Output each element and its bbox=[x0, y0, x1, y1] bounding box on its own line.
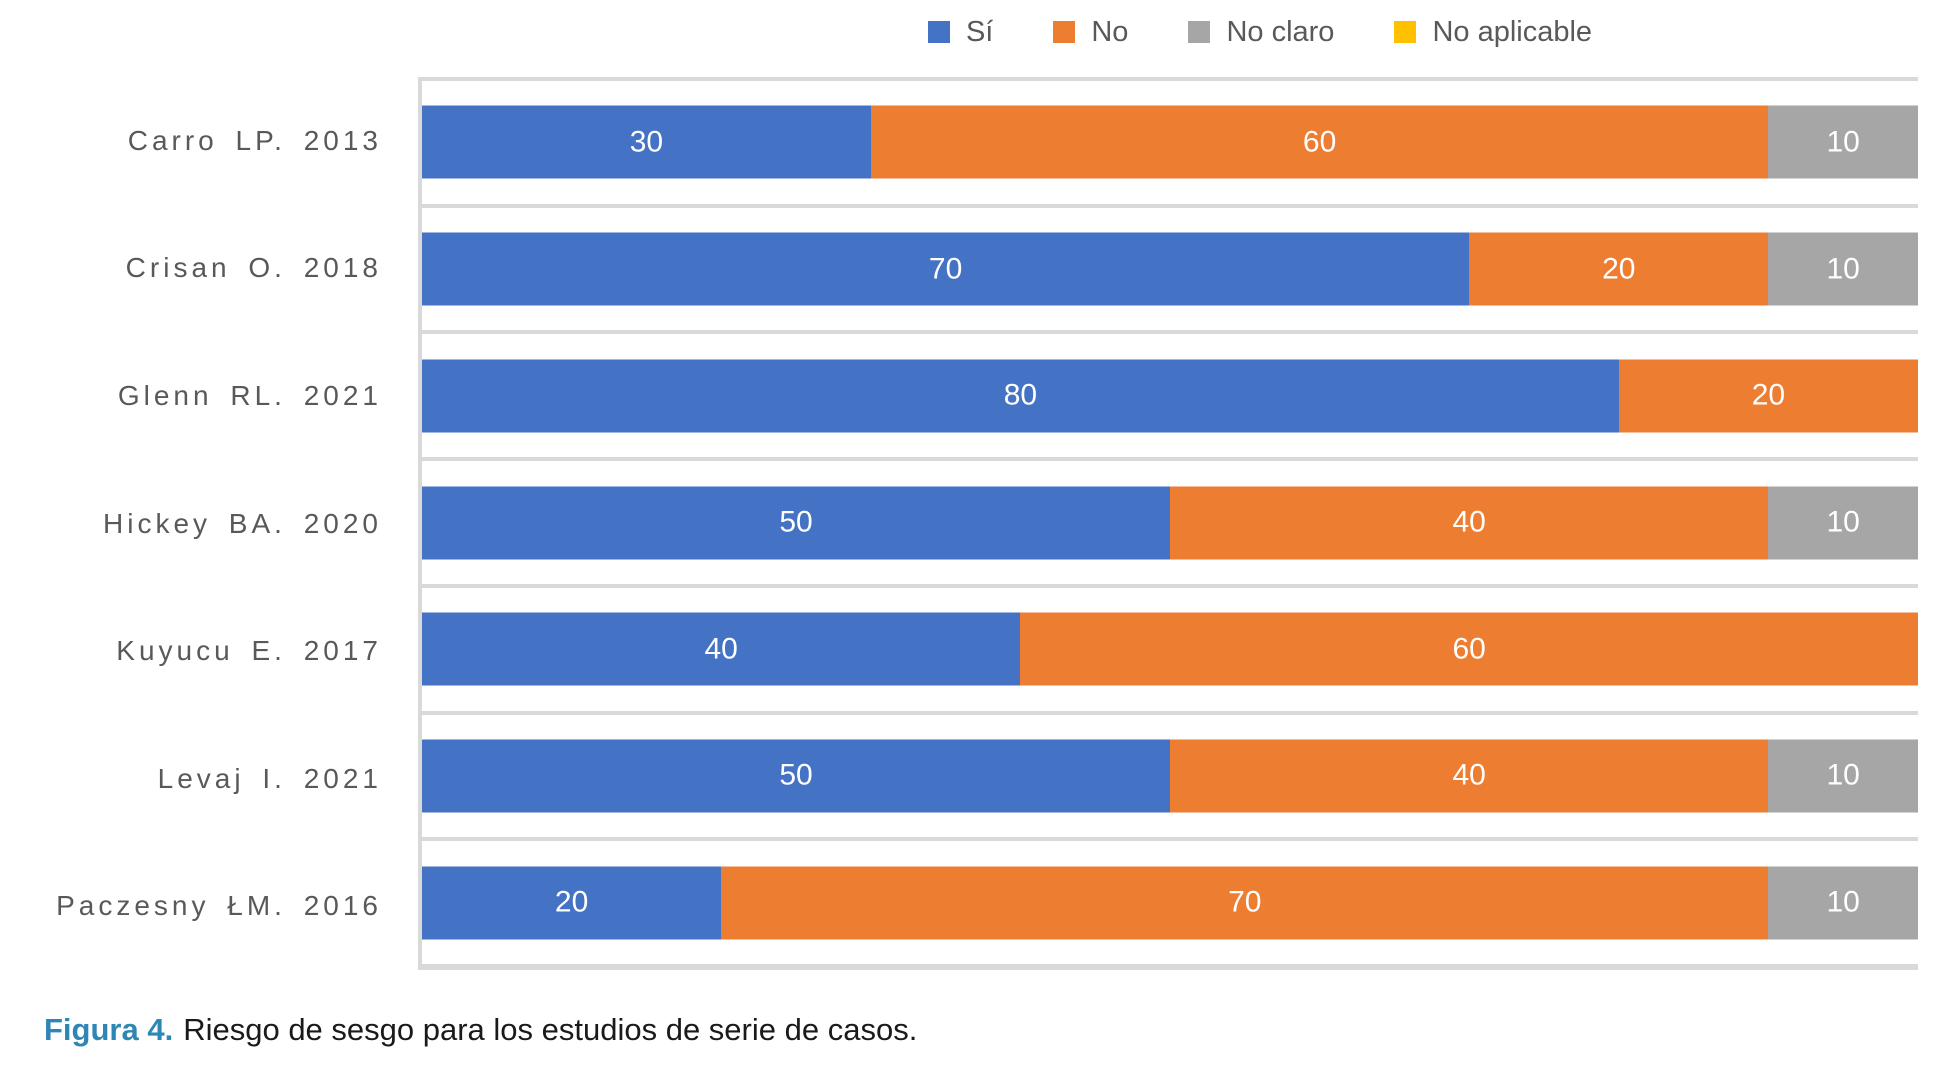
legend-swatch-icon bbox=[1394, 21, 1417, 43]
bar-value-label: 40 bbox=[1452, 505, 1486, 539]
chart-row: 80 20 bbox=[422, 330, 1918, 457]
legend-item: No claro bbox=[1188, 16, 1334, 49]
stacked-bar: 50 40 10 bbox=[422, 739, 1918, 813]
stacked-bar: 80 20 bbox=[422, 359, 1918, 433]
legend-label: No claro bbox=[1226, 15, 1335, 48]
bar-segment: 50 bbox=[422, 486, 1170, 560]
category-label: Carro LP. 2013 bbox=[127, 124, 382, 156]
legend-swatch-icon bbox=[1053, 21, 1076, 43]
legend-label: Sí bbox=[965, 15, 994, 48]
bar-value-label: 20 bbox=[554, 885, 589, 919]
bar-segment: 40 bbox=[1170, 486, 1769, 560]
bar-segment: 10 bbox=[1768, 739, 1918, 813]
bar-value-label: 60 bbox=[1452, 632, 1486, 666]
figure-caption: Figura 4. Riesgo de sesgo para los estudi… bbox=[44, 1012, 917, 1048]
bar-value-label: 10 bbox=[1826, 125, 1860, 159]
legend-label: No aplicable bbox=[1432, 15, 1593, 48]
bar-value-label: 50 bbox=[779, 505, 813, 539]
bar-value-label: 60 bbox=[1302, 125, 1337, 159]
figure-caption-label: Figura 4. bbox=[44, 1012, 174, 1047]
chart-row: 50 40 10 bbox=[422, 710, 1918, 838]
category-axis: Carro LP. 2013 Crisan O. 2018 Glenn RL. 20… bbox=[0, 77, 418, 970]
bar-segment: 70 bbox=[422, 232, 1470, 306]
bar-value-label: 70 bbox=[1228, 885, 1262, 919]
legend-swatch-icon bbox=[1188, 21, 1211, 43]
stacked-bar: 50 40 10 bbox=[422, 486, 1918, 560]
stacked-bar: 70 20 10 bbox=[422, 232, 1918, 306]
category-label: Kuyucu E. 2017 bbox=[116, 635, 382, 667]
stacked-bar-chart: Carro LP. 2013 Crisan O. 2018 Glenn RL. 20… bbox=[0, 77, 1918, 970]
bar-value-label: 70 bbox=[928, 252, 963, 286]
chart-row: 30 60 10 bbox=[422, 81, 1918, 204]
category-label: Levaj I. 2021 bbox=[157, 762, 382, 794]
category-label: Crisan O. 2018 bbox=[125, 252, 382, 284]
bar-segment: 70 bbox=[721, 866, 1769, 940]
bar-value-label: 80 bbox=[1003, 378, 1038, 412]
bar-segment: 60 bbox=[1020, 612, 1918, 686]
bar-segment: 40 bbox=[422, 612, 1021, 686]
bar-segment: 20 bbox=[1469, 232, 1769, 306]
legend-item: No bbox=[1053, 16, 1128, 49]
bar-segment: 30 bbox=[422, 105, 871, 179]
chart-legend: Sí No No claro No aplicable bbox=[418, 12, 1918, 52]
bar-segment: 80 bbox=[422, 359, 1619, 433]
bar-value-label: 10 bbox=[1826, 758, 1860, 792]
bar-segment: 10 bbox=[1768, 486, 1918, 560]
chart-row: 40 60 bbox=[422, 583, 1918, 711]
bar-segment: 10 bbox=[1768, 232, 1918, 306]
bar-value-label: 20 bbox=[1751, 378, 1786, 412]
bar-value-label: 10 bbox=[1826, 505, 1860, 539]
chart-row: 50 40 10 bbox=[422, 457, 1918, 584]
bar-segment: 20 bbox=[1618, 359, 1918, 433]
bar-segment: 60 bbox=[870, 105, 1769, 179]
plot-area: 30 60 10 70 20 10 80 20 50 40 10 40 60 50 40 10 20 70 10 bbox=[418, 77, 1918, 970]
category-label: Hickey BA. 2020 bbox=[103, 507, 382, 539]
bar-value-label: 10 bbox=[1826, 885, 1860, 919]
legend-item: Sí bbox=[927, 15, 994, 49]
bar-segment: 10 bbox=[1768, 105, 1918, 179]
stacked-bar: 40 60 bbox=[422, 612, 1918, 686]
bar-segment: 50 bbox=[422, 739, 1170, 813]
figure-caption-text: Riesgo de sesgo para los estudios de ser… bbox=[183, 1012, 918, 1047]
bar-value-label: 40 bbox=[704, 632, 738, 666]
bar-value-label: 10 bbox=[1826, 252, 1860, 286]
legend-label: No bbox=[1091, 15, 1129, 48]
category-label: Paczesny ŁM. 2016 bbox=[56, 890, 382, 922]
stacked-bar: 30 60 10 bbox=[422, 105, 1918, 179]
category-label: Glenn RL. 2021 bbox=[117, 379, 382, 411]
bar-value-label: 20 bbox=[1602, 252, 1636, 286]
bar-segment: 10 bbox=[1768, 866, 1918, 940]
stacked-bar: 20 70 10 bbox=[422, 866, 1918, 940]
bar-value-label: 40 bbox=[1452, 758, 1486, 792]
chart-row: 70 20 10 bbox=[422, 203, 1918, 331]
bar-segment: 20 bbox=[422, 866, 722, 940]
bar-value-label: 30 bbox=[629, 125, 664, 159]
chart-row: 20 70 10 bbox=[422, 837, 1918, 964]
bar-segment: 40 bbox=[1170, 739, 1769, 813]
legend-swatch-icon bbox=[927, 21, 950, 43]
legend-item: No aplicable bbox=[1394, 16, 1592, 49]
bar-value-label: 50 bbox=[779, 758, 813, 792]
